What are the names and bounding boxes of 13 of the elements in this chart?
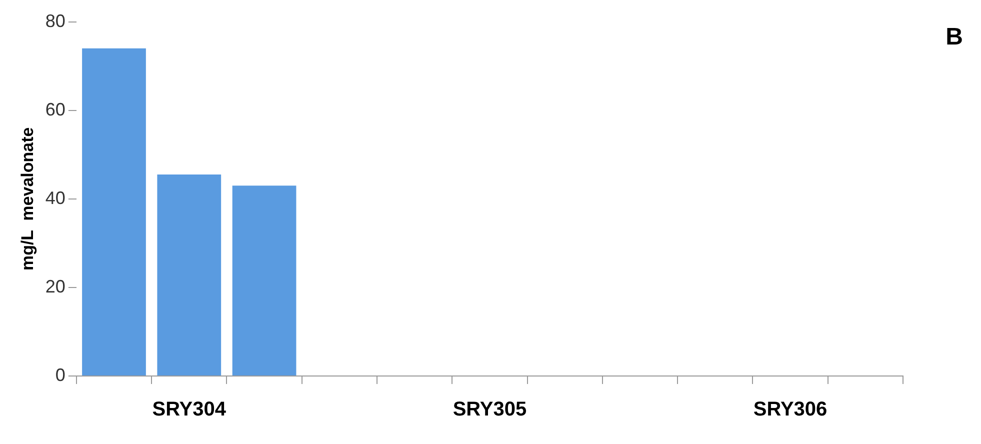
y-tick-label: 20 — [45, 276, 66, 296]
x-tick-label: SRY304 — [152, 398, 227, 421]
y-tick-label: 80 — [45, 10, 66, 31]
y-tick-label: 60 — [45, 99, 66, 120]
bar — [82, 48, 146, 376]
x-tick-label: SRY306 — [753, 398, 828, 421]
text: B — [946, 24, 963, 51]
x-tick-label: SRY305 — [452, 398, 527, 421]
bar — [232, 186, 296, 376]
y-tick-label: 0 — [55, 364, 66, 385]
y-axis-title: mg/L mevalonate — [18, 127, 37, 271]
bar — [157, 174, 222, 376]
y-tick-label: 40 — [45, 188, 66, 208]
